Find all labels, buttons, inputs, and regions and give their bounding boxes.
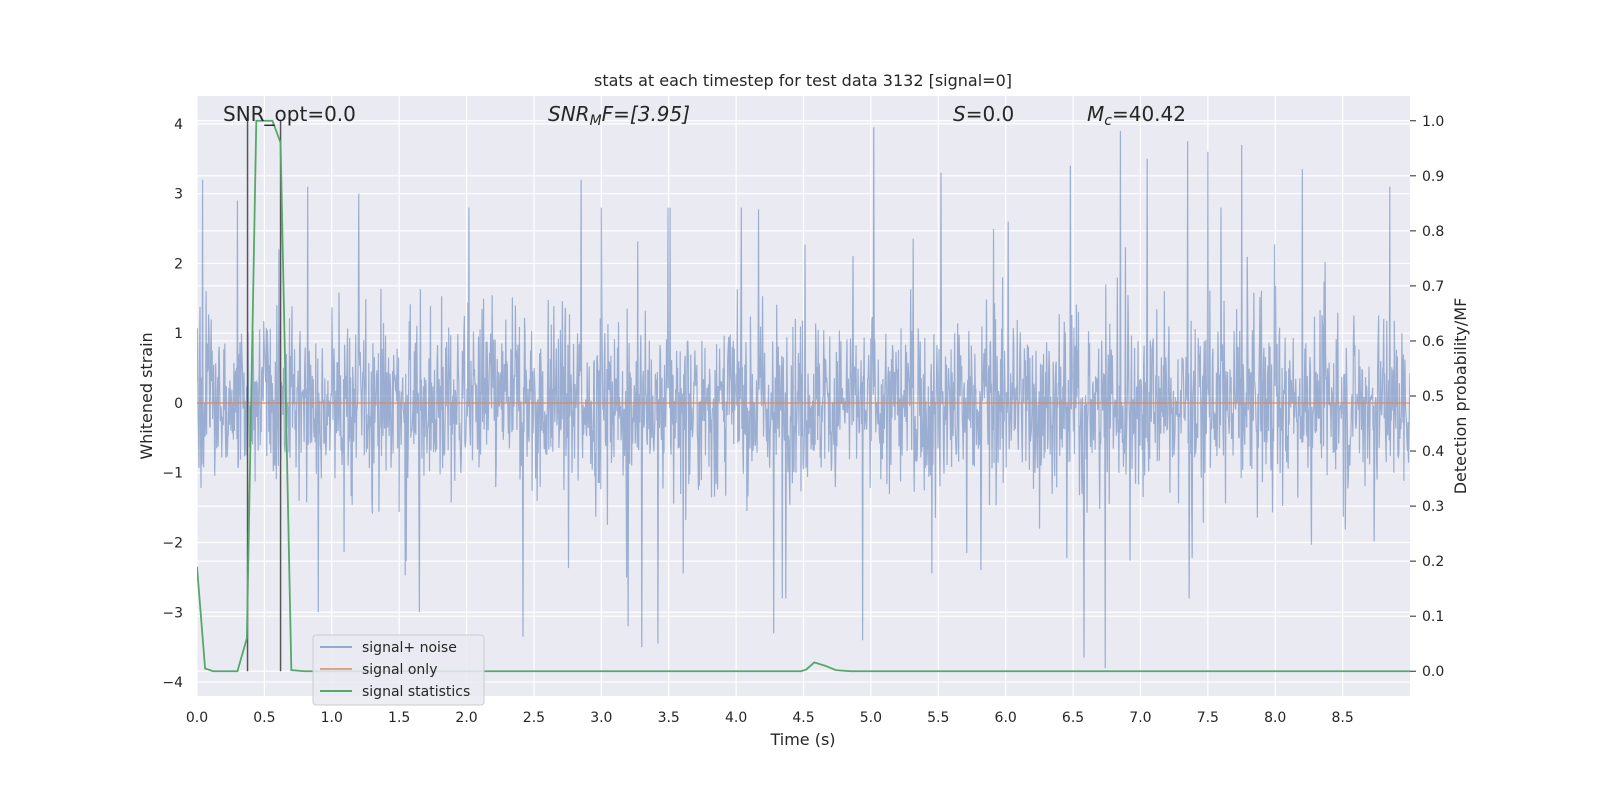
y-right-tick-label: 0.8 (1422, 224, 1444, 240)
y-right-tick-label: 0.9 (1422, 169, 1444, 185)
x-tick-label: 7.0 (1129, 710, 1151, 726)
y-tick-label: −1 (162, 466, 183, 482)
y-tick-label: 1 (174, 326, 183, 342)
x-tick-label: 6.0 (995, 710, 1017, 726)
y-right-tick-label: 0.2 (1422, 554, 1444, 570)
y-right-tick-label: 0.6 (1422, 334, 1444, 350)
x-tick-label: 6.5 (1062, 710, 1084, 726)
x-tick-label: 3.5 (658, 710, 680, 726)
y-tick-label: 0 (174, 396, 183, 412)
ticks: 0.0 0.5 1.0 1.5 2.0 2.5 3.0 3.5 4.0 4.5 5.0 5.5 6.0 6… (162, 114, 1444, 726)
annotation-mc: Mc=40.42 (1087, 102, 1186, 129)
legend-label-signal-statistics: signal statistics (362, 684, 470, 700)
annotation-snr-opt: SNR_opt=0.0 (223, 102, 356, 126)
x-tick-label: 2.0 (455, 710, 477, 726)
y-right-tick-label: 0.0 (1422, 664, 1444, 680)
x-tick-label: 4.0 (725, 710, 747, 726)
legend-label-signal-noise: signal+ noise (362, 640, 457, 656)
legend-box (312, 634, 485, 706)
y-axis-label-right: Detection probability/MF (1451, 298, 1470, 495)
y-right-tick-label: 0.5 (1422, 389, 1444, 405)
legend-label-signal-only: signal only (362, 662, 437, 678)
y-right-tick-label: 0.1 (1422, 609, 1444, 625)
y-right-tick-label: 0.4 (1422, 444, 1444, 460)
x-tick-label: 7.5 (1197, 710, 1219, 726)
annotation-snr-mf: SNRMF=[3.95] (548, 102, 690, 129)
legend: signal+ noise signal only signal statist… (312, 634, 485, 706)
y-tick-label: −4 (162, 675, 183, 691)
signal-noise-series (197, 127, 1410, 669)
x-tick-label: 1.0 (321, 710, 343, 726)
y-tick-label: 4 (174, 117, 183, 133)
y-right-tick-label: 0.7 (1422, 279, 1444, 295)
x-tick-label: 5.0 (860, 710, 882, 726)
x-tick-label: 4.5 (792, 710, 814, 726)
x-axis-label: Time (s) (769, 730, 835, 749)
x-tick-label: 3.0 (590, 710, 612, 726)
chart-title: stats at each timestep for test data 313… (594, 71, 1012, 90)
x-tick-label: 0.0 (186, 710, 208, 726)
x-tick-label: 8.5 (1331, 710, 1353, 726)
signal-noise-line (197, 127, 1410, 669)
x-tick-label: 1.5 (388, 710, 410, 726)
y-right-tick-label: 1.0 (1422, 114, 1444, 130)
y-tick-label: 3 (174, 187, 183, 203)
annotation-s: S=0.0 (953, 102, 1014, 126)
x-tick-label: 5.5 (927, 710, 949, 726)
x-tick-label: 2.5 (523, 710, 545, 726)
y-tick-label: −3 (162, 605, 183, 621)
x-tick-label: 8.0 (1264, 710, 1286, 726)
y-tick-label: 2 (174, 256, 183, 272)
x-tick-label: 0.5 (253, 710, 275, 726)
y-axis-label: Whitened strain (137, 332, 156, 459)
y-right-tick-label: 0.3 (1422, 499, 1444, 515)
y-tick-label: −2 (162, 536, 183, 552)
